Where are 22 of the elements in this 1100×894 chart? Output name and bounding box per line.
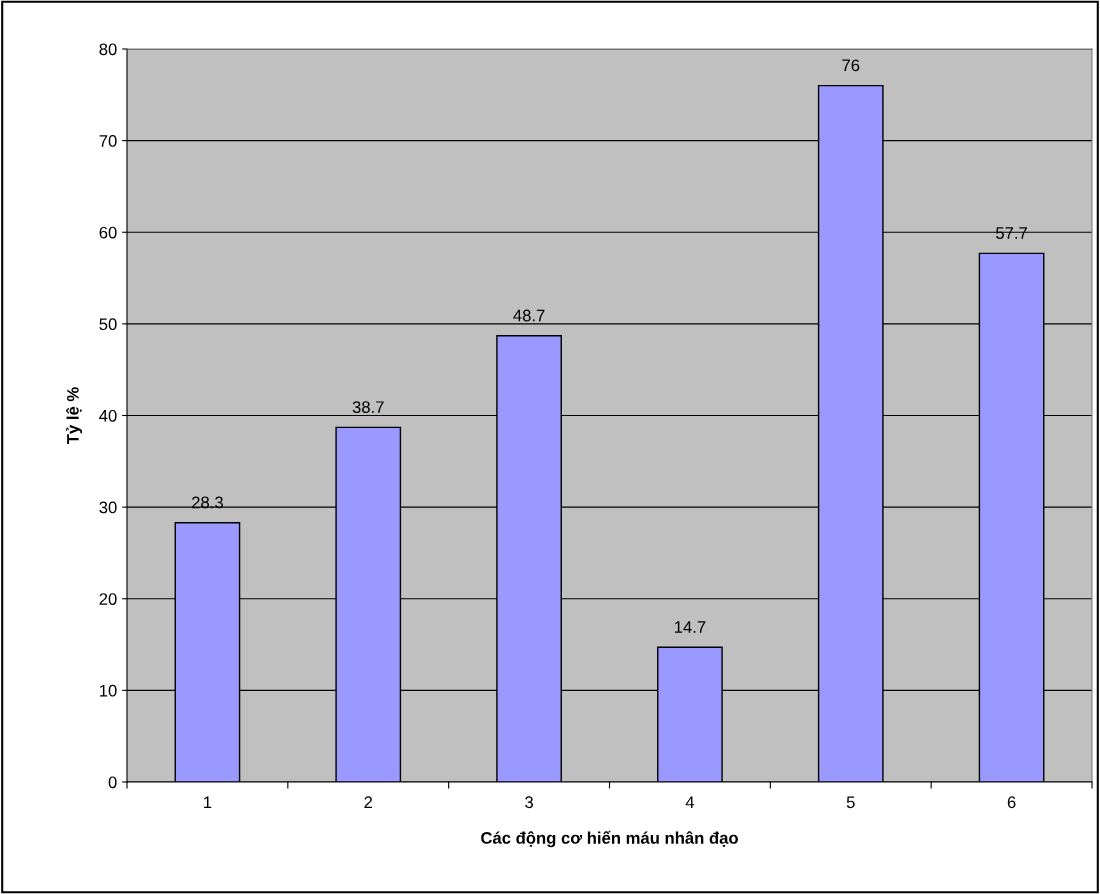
data-label: 14.7 [674, 621, 706, 633]
data-label: 76 [842, 59, 860, 72]
y-tick-label: 50 [99, 318, 117, 331]
y-tick-label: 20 [99, 593, 117, 605]
y-tick-label: 80 [99, 43, 117, 56]
y-tick-label: 70 [99, 135, 117, 147]
y-tick-label: 40 [99, 409, 117, 422]
y-tick-label: 0 [108, 776, 117, 789]
data-label: 48.7 [513, 309, 545, 322]
y-axis-title: Tỷ lệ % [66, 387, 83, 445]
data-label: 38.7 [352, 401, 384, 414]
x-tick-label: 3 [525, 796, 533, 809]
x-tick-label: 6 [1007, 796, 1016, 809]
y-tick-label: 60 [99, 226, 117, 239]
y-tick-label: 10 [100, 684, 117, 697]
x-tick-label: 5 [846, 796, 855, 809]
x-tick-label: 2 [364, 796, 373, 808]
x-tick-label: 4 [685, 796, 695, 808]
y-tick-label: 30 [99, 501, 117, 514]
x-axis-title: Các động cơ hiến máu nhân đạo [481, 830, 738, 848]
data-label: 28.3 [192, 496, 223, 509]
x-tick-label: 1 [204, 796, 212, 808]
